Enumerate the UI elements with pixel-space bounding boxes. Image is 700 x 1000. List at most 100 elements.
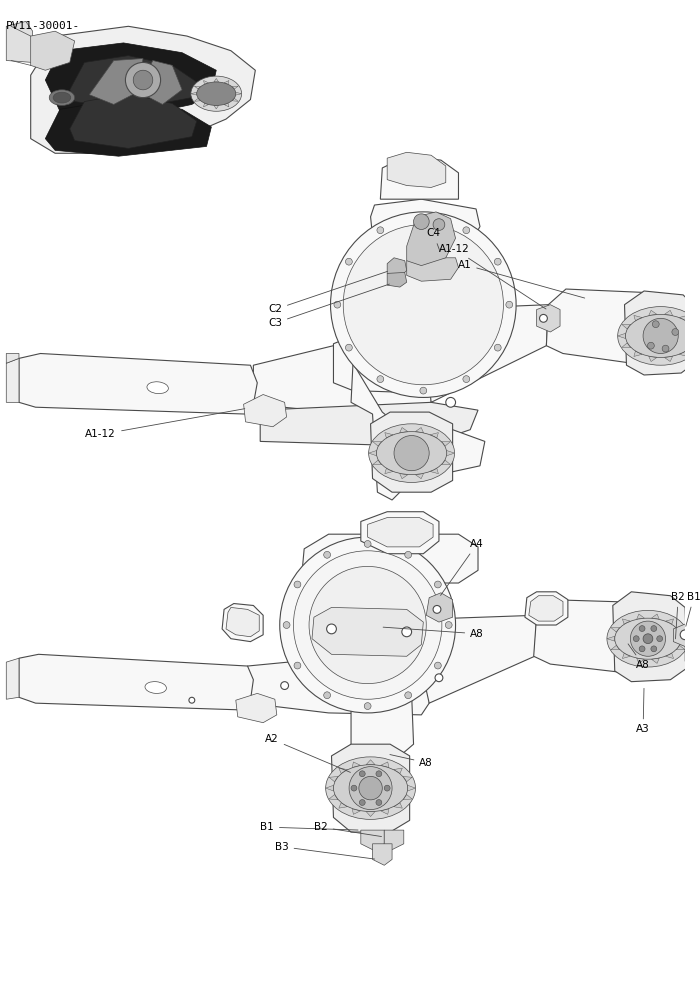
Circle shape: [631, 621, 666, 656]
Polygon shape: [393, 768, 402, 774]
Polygon shape: [387, 152, 446, 187]
Circle shape: [384, 785, 390, 791]
Circle shape: [634, 636, 639, 642]
Text: A8: A8: [383, 627, 484, 639]
Circle shape: [376, 800, 382, 805]
Circle shape: [402, 627, 412, 637]
Polygon shape: [385, 468, 393, 474]
Ellipse shape: [147, 382, 169, 394]
Polygon shape: [649, 310, 657, 316]
Polygon shape: [634, 351, 642, 356]
Polygon shape: [690, 343, 699, 348]
Polygon shape: [622, 324, 631, 329]
Polygon shape: [426, 593, 453, 622]
Polygon shape: [226, 607, 259, 637]
Polygon shape: [637, 658, 645, 663]
Polygon shape: [222, 604, 263, 642]
Polygon shape: [652, 658, 659, 663]
Polygon shape: [351, 693, 414, 756]
Circle shape: [657, 636, 663, 642]
Polygon shape: [622, 653, 631, 658]
Polygon shape: [617, 333, 626, 338]
Circle shape: [494, 344, 501, 351]
Circle shape: [435, 674, 443, 682]
Polygon shape: [339, 768, 347, 774]
Polygon shape: [138, 60, 182, 104]
Polygon shape: [90, 59, 143, 104]
Text: B1: B1: [686, 592, 700, 626]
Polygon shape: [407, 212, 456, 266]
Polygon shape: [312, 607, 424, 656]
Circle shape: [506, 301, 512, 308]
Circle shape: [463, 376, 470, 383]
Polygon shape: [442, 441, 450, 446]
Polygon shape: [400, 428, 408, 433]
Polygon shape: [224, 103, 229, 107]
Polygon shape: [525, 592, 568, 625]
Circle shape: [133, 70, 153, 90]
Polygon shape: [328, 648, 416, 705]
Circle shape: [364, 541, 371, 547]
Polygon shape: [19, 654, 253, 710]
Ellipse shape: [191, 76, 242, 111]
Polygon shape: [381, 809, 389, 814]
Polygon shape: [664, 310, 673, 316]
Ellipse shape: [197, 82, 236, 105]
Polygon shape: [611, 628, 620, 632]
Polygon shape: [676, 645, 685, 650]
Polygon shape: [372, 427, 485, 479]
Text: A4: A4: [440, 539, 484, 595]
Circle shape: [377, 227, 384, 234]
Polygon shape: [679, 315, 687, 321]
Circle shape: [652, 321, 659, 328]
Polygon shape: [400, 473, 408, 479]
Circle shape: [643, 634, 653, 644]
Polygon shape: [403, 794, 412, 800]
Polygon shape: [664, 356, 673, 362]
Polygon shape: [666, 619, 673, 624]
Polygon shape: [370, 199, 480, 248]
Polygon shape: [236, 693, 276, 723]
Polygon shape: [372, 844, 392, 865]
Polygon shape: [31, 26, 256, 153]
Polygon shape: [666, 653, 673, 658]
Polygon shape: [426, 305, 548, 402]
Polygon shape: [260, 402, 478, 446]
Polygon shape: [685, 647, 700, 666]
Polygon shape: [696, 333, 700, 338]
Text: PV11-30001-: PV11-30001-: [6, 21, 80, 31]
Polygon shape: [244, 395, 286, 427]
Text: A3: A3: [636, 688, 650, 734]
Polygon shape: [360, 830, 384, 850]
Polygon shape: [368, 518, 433, 547]
Polygon shape: [442, 460, 450, 465]
Polygon shape: [547, 289, 683, 365]
Ellipse shape: [626, 314, 696, 357]
Polygon shape: [537, 305, 560, 332]
Polygon shape: [302, 534, 478, 583]
Circle shape: [364, 703, 371, 709]
Text: A1: A1: [458, 260, 584, 298]
Polygon shape: [333, 336, 431, 393]
Circle shape: [445, 622, 452, 628]
Polygon shape: [332, 744, 410, 832]
Circle shape: [293, 551, 442, 699]
Circle shape: [351, 785, 357, 791]
Polygon shape: [611, 645, 620, 650]
Circle shape: [309, 566, 426, 684]
Circle shape: [639, 646, 645, 652]
Circle shape: [643, 318, 678, 353]
Polygon shape: [624, 291, 696, 375]
Ellipse shape: [326, 757, 416, 819]
Ellipse shape: [377, 432, 447, 475]
Polygon shape: [236, 92, 241, 95]
Text: B2: B2: [671, 592, 685, 639]
Polygon shape: [393, 803, 402, 808]
Polygon shape: [214, 105, 218, 109]
Polygon shape: [329, 777, 338, 782]
Circle shape: [327, 624, 337, 634]
Circle shape: [294, 581, 301, 588]
Circle shape: [433, 219, 444, 230]
Polygon shape: [407, 258, 459, 281]
Circle shape: [540, 314, 547, 322]
